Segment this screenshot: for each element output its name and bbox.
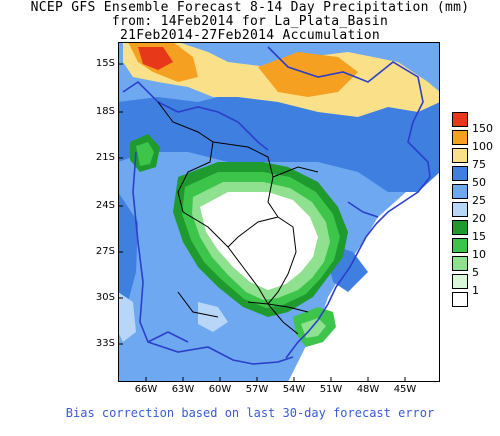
legend-swatch-20: [452, 202, 468, 217]
bias-correction-note: Bias correction based on last 30-day for…: [65, 406, 435, 420]
chart-title-line1: NCEP GFS Ensemble Forecast 8-14 Day Prec…: [30, 0, 470, 15]
legend-label-20: 20: [472, 212, 486, 225]
legend-label-150: 150: [472, 122, 493, 135]
lon-label-60w: 60W: [208, 384, 232, 395]
lon-label-66w: 66W: [134, 384, 158, 395]
lon-label-45w: 45W: [393, 384, 417, 395]
legend-label-15: 15: [472, 230, 486, 243]
legend-label-50: 50: [472, 176, 486, 189]
lon-label-54w: 54W: [282, 384, 306, 395]
lon-label-51w: 51W: [319, 384, 343, 395]
lat-label-27s: 27S: [95, 246, 115, 257]
legend-label-5: 5: [472, 266, 479, 279]
legend-swatch-1: [452, 274, 468, 289]
chart-title-line3: 21Feb2014-27Feb2014 Accumulation: [119, 28, 381, 43]
legend-swatch-below-1: [452, 292, 468, 307]
legend-swatch-15: [452, 220, 468, 235]
precipitation-colorbar: [452, 112, 468, 310]
legend-label-25: 25: [472, 194, 486, 207]
lat-label-18s: 18S: [95, 106, 115, 117]
legend-swatch-10: [452, 238, 468, 253]
lat-label-15s: 15S: [95, 58, 115, 69]
lon-label-48w: 48W: [356, 384, 380, 395]
lon-label-57w: 57W: [245, 384, 269, 395]
legend-swatch-5: [452, 256, 468, 271]
chart-title-line2: from: 14Feb2014 for La_Plata_Basin: [111, 14, 389, 29]
legend-label-10: 10: [472, 248, 486, 261]
precipitation-map: [118, 42, 440, 382]
lat-label-30s: 30S: [95, 292, 115, 303]
lat-label-24s: 24S: [95, 200, 115, 211]
legend-label-75: 75: [472, 158, 486, 171]
legend-swatch-150: [452, 112, 468, 127]
legend-swatch-75: [452, 148, 468, 163]
legend-swatch-100: [452, 130, 468, 145]
legend-swatch-50: [452, 166, 468, 181]
legend-label-1: 1: [472, 284, 479, 297]
lat-label-33s: 33S: [95, 338, 115, 349]
legend-swatch-25: [452, 184, 468, 199]
lon-label-63w: 63W: [171, 384, 195, 395]
legend-label-100: 100: [472, 140, 493, 153]
lat-label-21s: 21S: [95, 152, 115, 163]
